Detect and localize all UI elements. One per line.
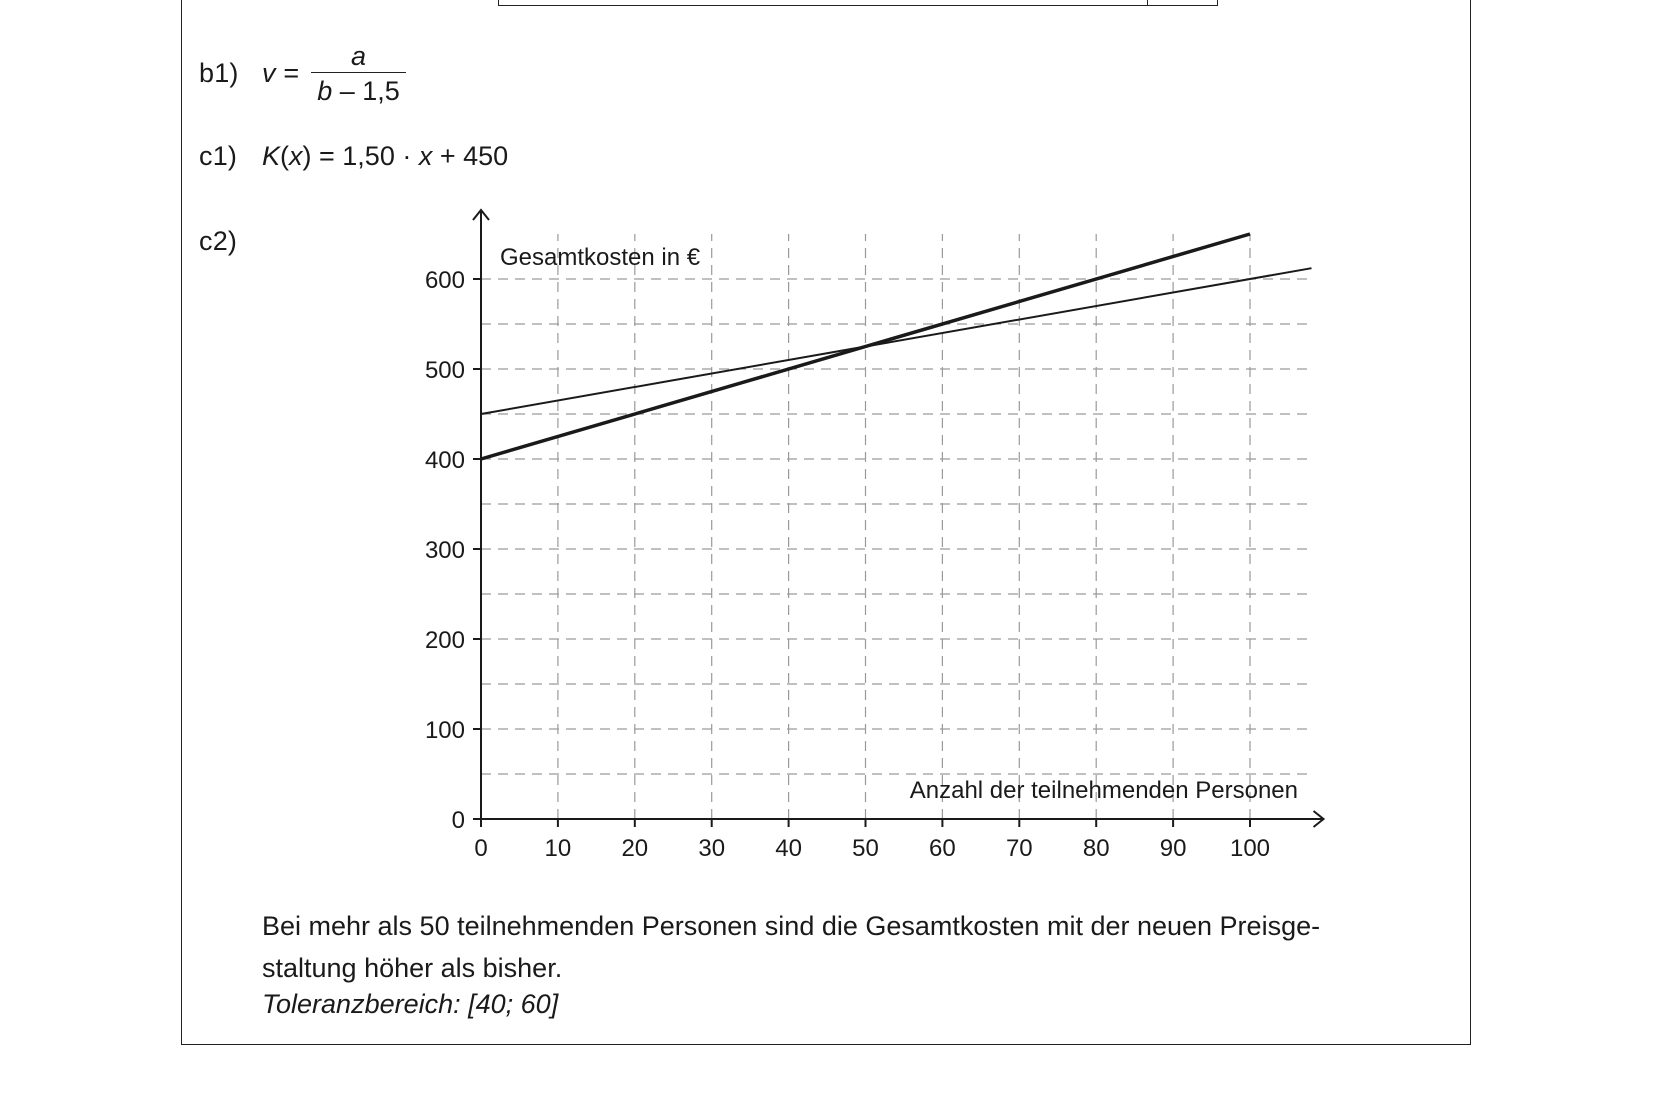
formula-c1-rest2: + 450 bbox=[432, 141, 509, 171]
y-tick-label: 300 bbox=[425, 537, 465, 564]
label-b1: b1) bbox=[199, 58, 239, 88]
series-line-2 bbox=[480, 232, 1251, 461]
formula-b1-denominator-var: b bbox=[317, 76, 333, 106]
formula-b1-denominator-rest: – 1,5 bbox=[332, 76, 400, 106]
x-tick-label: 70 bbox=[1006, 835, 1033, 862]
solution-box bbox=[181, 0, 1471, 1045]
y-tick-label: 500 bbox=[425, 357, 465, 384]
formula-c1-var2: x bbox=[418, 141, 433, 171]
x-tick-label: 30 bbox=[698, 835, 725, 862]
x-axis-label: Anzahl der teilnehmenden Personen bbox=[910, 777, 1298, 804]
formula-c1: K(x) = 1,50 · x + 450 bbox=[262, 141, 508, 172]
label-c1: c1) bbox=[199, 141, 238, 171]
x-tick-label: 0 bbox=[474, 835, 487, 862]
label-c2: c2) bbox=[199, 226, 238, 256]
answer-line-1: Bei mehr als 50 teilnehmenden Personen s… bbox=[262, 911, 1321, 941]
x-tick-label: 20 bbox=[621, 835, 648, 862]
y-tick-label: 0 bbox=[452, 807, 465, 834]
formula-c1-open: ( bbox=[280, 141, 290, 171]
y-axis-arrow bbox=[472, 208, 490, 221]
table-bottom-edge bbox=[498, 0, 1218, 6]
x-tick-label: 50 bbox=[852, 835, 879, 862]
chart-series bbox=[480, 232, 1312, 461]
x-tick-label: 40 bbox=[775, 835, 802, 862]
fraction-bar bbox=[311, 72, 406, 73]
series-line-1 bbox=[480, 267, 1312, 415]
y-tick-label: 100 bbox=[425, 717, 465, 744]
x-tick-label: 80 bbox=[1083, 835, 1110, 862]
y-tick-label: 400 bbox=[425, 447, 465, 474]
x-tick-label: 60 bbox=[929, 835, 956, 862]
x-axis-arrow bbox=[1312, 810, 1326, 828]
formula-c1-close: ) bbox=[302, 141, 312, 171]
formula-c1-rest1: = 1,50 · bbox=[311, 141, 419, 171]
chart-grid bbox=[481, 234, 1312, 819]
y-tick-label: 600 bbox=[425, 267, 465, 294]
formula-b1-numerator: a bbox=[350, 41, 367, 71]
chart-ticks: 0 10 20 30 40 50 60 70 80 90 100 0 100 200 300 400 500 60… bbox=[425, 267, 1270, 862]
answer-text: Bei mehr als 50 teilnehmenden Personen s… bbox=[262, 905, 1462, 989]
y-tick-label: 200 bbox=[425, 627, 465, 654]
chart-axes bbox=[472, 208, 1326, 828]
formula-c1-var: x bbox=[289, 141, 303, 171]
y-axis-label: Gesamtkosten in € bbox=[500, 244, 701, 271]
cost-chart: 0 10 20 30 40 50 60 70 80 90 100 0 100 200 300 400 500 60… bbox=[425, 208, 1326, 862]
x-tick-label: 10 bbox=[545, 835, 572, 862]
tolerance-text: Toleranzbereich: [40; 60] bbox=[262, 989, 559, 1019]
formula-b1-denominator: b – 1,5 bbox=[311, 73, 406, 107]
formula-b1-lhs-text: v = bbox=[262, 58, 299, 88]
x-tick-label: 100 bbox=[1230, 835, 1270, 862]
table-column-divider bbox=[1147, 0, 1148, 6]
answer-line-2: staltung höher als bisher. bbox=[262, 953, 563, 983]
formula-b1-fraction: a b – 1,5 bbox=[311, 40, 406, 107]
formula-c1-func: K bbox=[262, 141, 281, 171]
x-tick-label: 90 bbox=[1160, 835, 1187, 862]
formula-b1-lhs: v = bbox=[262, 58, 299, 89]
